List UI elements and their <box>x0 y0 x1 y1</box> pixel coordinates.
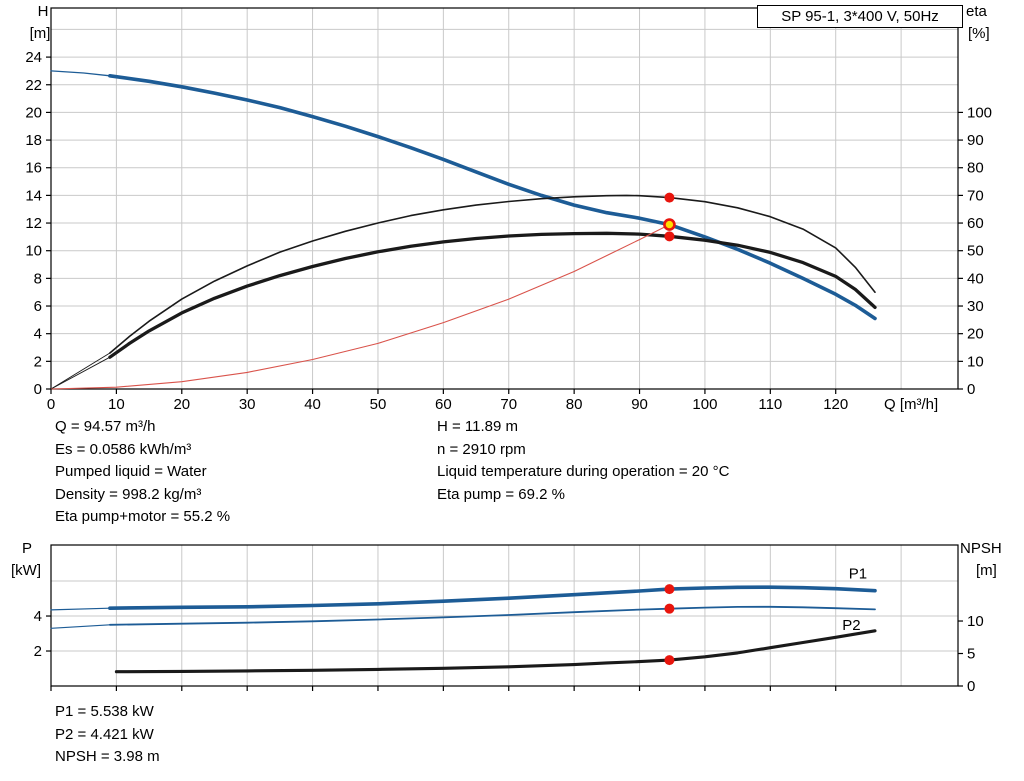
x-tick-label: 0 <box>47 396 55 413</box>
x-tick-label: 30 <box>239 396 256 413</box>
eta-pump-operating-marker <box>664 192 675 203</box>
eta-pump-motor-operating-marker <box>664 231 675 242</box>
duty-point-marker <box>663 218 676 231</box>
power-npsh-data-block: P1 = 5.538 kW P2 = 4.421 kW NPSH = 3.98 … <box>55 701 160 769</box>
x-tick-label: 120 <box>823 396 848 413</box>
y-right-tick-label: 20 <box>967 326 984 343</box>
system-curve <box>50 224 670 390</box>
operating-data-right-column: H = 11.89 m n = 2910 rpm Liquid temperat… <box>437 416 729 506</box>
x-tick-label: 100 <box>692 396 717 413</box>
p2-value-text: P2 = 4.421 kW <box>55 725 154 743</box>
y-left-tick-label: 14 <box>25 187 42 204</box>
eta-pump-motor-lead <box>50 356 111 390</box>
y-left-tick-label: 10 <box>25 243 42 260</box>
h-curve-lead <box>50 70 111 77</box>
p2-operating-marker <box>664 603 675 614</box>
pump-title-box: SP 95-1, 3*400 V, 50Hz <box>757 5 963 28</box>
flow-axis-label: Q [m³/h] <box>884 396 939 413</box>
p2-lead <box>50 624 111 629</box>
y-right-tick-label: 60 <box>967 215 984 232</box>
density-text: Density = 998.2 kg/m³ <box>55 485 202 503</box>
y-right-tick-label: 80 <box>967 160 984 177</box>
y-right-tick-label: 30 <box>967 298 984 315</box>
head-axis-unit-label: [m] <box>29 25 51 42</box>
npsh-curve <box>114 629 877 674</box>
y-right-tick-label: 50 <box>967 243 984 260</box>
h-curve <box>108 74 877 321</box>
operating-data-left-column: Q = 94.57 m³/h Es = 0.0586 kWh/m³ Pumped… <box>55 416 230 529</box>
liquid-temperature-text: Liquid temperature during operation = 20… <box>437 463 730 480</box>
p1-value-text: P1 = 5.538 kW <box>55 703 154 720</box>
eta-axis-label: eta <box>966 3 987 20</box>
y-left-tick-label: 4 <box>34 608 42 625</box>
x-tick-label: 60 <box>435 396 452 413</box>
y-left-tick-label: 12 <box>25 215 42 232</box>
power-axis-unit-label: [kW] <box>11 562 41 579</box>
eta-pump-motor-curve <box>108 231 877 359</box>
y-right-tick-label: 100 <box>967 104 992 121</box>
npsh-operating-marker <box>664 655 675 666</box>
y-right-tick-label: 40 <box>967 270 984 287</box>
p2-curve <box>109 605 876 626</box>
power-axis-label: P <box>21 540 32 557</box>
y-left-tick-label: 2 <box>34 643 42 660</box>
eta-axis-unit-label: [%] <box>968 25 990 42</box>
npsh-value-text: NPSH = 3.98 m <box>55 748 160 765</box>
eta-pump-value-text: Eta pump = 69.2 % <box>437 485 565 503</box>
y-right-tick-label: 70 <box>967 187 984 204</box>
head-value-text: H = 11.89 m <box>437 418 519 435</box>
y-left-tick-label: 2 <box>34 353 42 370</box>
x-tick-label: 110 <box>758 396 782 413</box>
p1-lead <box>50 607 111 611</box>
npsh-axis-label: NPSH <box>960 540 1002 557</box>
y-left-tick-label: 22 <box>25 77 42 94</box>
x-tick-label: 90 <box>631 396 648 413</box>
y-right-tick-label: 10 <box>967 613 984 630</box>
eta-pump-lead <box>50 352 111 390</box>
x-tick-label: 50 <box>370 396 387 413</box>
y-left-tick-label: 16 <box>25 160 42 177</box>
y-right-tick-label: 10 <box>967 353 984 370</box>
y-left-tick-label: 20 <box>25 104 42 121</box>
p2-curve-label: P2 <box>842 617 860 634</box>
y-left-tick-label: 6 <box>34 298 42 315</box>
y-right-tick-label: 0 <box>967 381 975 398</box>
eta-pump-motor-value-text: Eta pump+motor = 55.2 % <box>55 508 231 525</box>
x-tick-label: 70 <box>500 396 517 413</box>
x-tick-label: 10 <box>108 396 125 413</box>
npsh-axis-unit-label: [m] <box>976 562 997 579</box>
plot-border <box>50 7 959 390</box>
pumped-liquid-text: Pumped liquid = Water <box>55 463 207 480</box>
specific-energy-text: Es = 0.0586 kWh/m³ <box>55 440 192 458</box>
y-right-tick-label: 5 <box>967 646 975 663</box>
eta-pump-curve <box>109 194 876 354</box>
flow-value-text: Q = 94.57 m³/h <box>55 418 156 435</box>
y-left-tick-label: 24 <box>25 49 42 66</box>
y-left-tick-label: 18 <box>25 132 42 149</box>
head-axis-label: H <box>37 3 49 20</box>
y-left-tick-label: 4 <box>34 326 42 343</box>
y-right-tick-label: 90 <box>967 132 984 149</box>
p1-curve-label: P1 <box>849 565 867 582</box>
p1-curve <box>108 585 877 611</box>
y-left-tick-label: 0 <box>34 381 42 398</box>
speed-value-text: n = 2910 rpm <box>437 440 526 458</box>
y-right-tick-label: 0 <box>967 678 975 695</box>
y-left-tick-label: 8 <box>34 270 42 287</box>
p1-operating-marker <box>664 584 675 595</box>
x-tick-label: 40 <box>304 396 321 413</box>
x-tick-label: 80 <box>566 396 583 413</box>
x-tick-label: 20 <box>173 396 190 413</box>
